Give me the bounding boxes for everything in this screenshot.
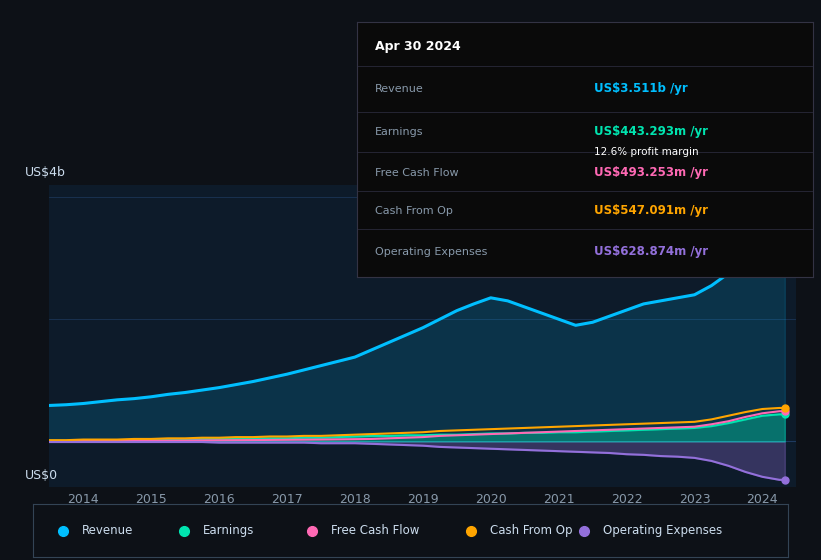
Point <box>778 403 791 412</box>
Text: US$493.253m /yr: US$493.253m /yr <box>594 166 708 179</box>
Point <box>778 475 791 484</box>
Text: Earnings: Earnings <box>375 127 424 137</box>
Text: 12.6% profit margin: 12.6% profit margin <box>594 147 699 157</box>
Text: Revenue: Revenue <box>82 524 133 537</box>
Text: Free Cash Flow: Free Cash Flow <box>375 168 459 178</box>
Text: US$0: US$0 <box>25 469 57 482</box>
Text: Revenue: Revenue <box>375 83 424 94</box>
Text: Apr 30 2024: Apr 30 2024 <box>375 40 461 53</box>
Text: US$3.511b /yr: US$3.511b /yr <box>594 82 688 95</box>
Text: Operating Expenses: Operating Expenses <box>375 247 488 256</box>
Point <box>778 222 791 231</box>
Text: US$547.091m /yr: US$547.091m /yr <box>594 204 708 217</box>
Text: US$628.874m /yr: US$628.874m /yr <box>594 245 709 258</box>
Text: US$443.293m /yr: US$443.293m /yr <box>594 125 708 138</box>
Text: Free Cash Flow: Free Cash Flow <box>331 524 420 537</box>
Text: US$4b: US$4b <box>25 166 66 179</box>
Point <box>778 410 791 419</box>
Text: Operating Expenses: Operating Expenses <box>603 524 722 537</box>
Text: Earnings: Earnings <box>203 524 255 537</box>
Text: Cash From Op: Cash From Op <box>375 206 453 216</box>
Text: Cash From Op: Cash From Op <box>490 524 572 537</box>
Point <box>778 407 791 416</box>
